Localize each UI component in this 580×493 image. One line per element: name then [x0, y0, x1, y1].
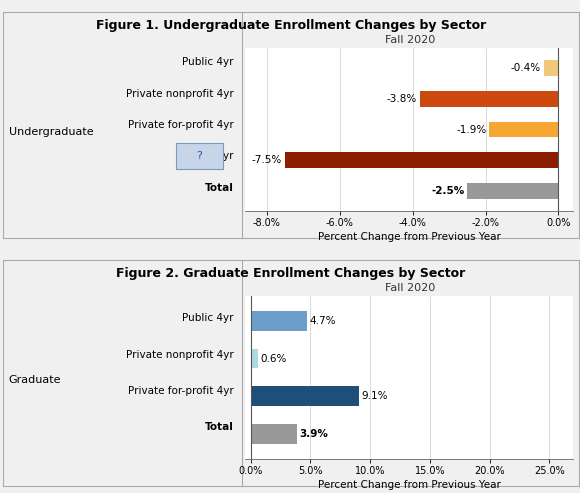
Text: Public 4yr: Public 4yr: [182, 314, 233, 323]
Text: Graduate: Graduate: [9, 375, 61, 385]
Text: Undergraduate: Undergraduate: [9, 127, 93, 137]
Text: Private for-profit 4yr: Private for-profit 4yr: [128, 120, 233, 130]
Text: Figure 2. Graduate Enrollment Changes by Sector: Figure 2. Graduate Enrollment Changes by…: [116, 267, 466, 280]
Text: Public 4yr: Public 4yr: [182, 57, 233, 68]
Text: Total: Total: [204, 423, 233, 432]
Text: Private nonprofit 4yr: Private nonprofit 4yr: [125, 89, 233, 99]
Text: Fall 2020: Fall 2020: [385, 35, 436, 45]
Text: Figure 1. Undergraduate Enrollment Changes by Sector: Figure 1. Undergraduate Enrollment Chang…: [96, 19, 486, 32]
Text: Private nonprofit 4yr: Private nonprofit 4yr: [125, 350, 233, 360]
Text: Private for-profit 4yr: Private for-profit 4yr: [128, 386, 233, 396]
Text: Public 2yr: Public 2yr: [182, 151, 233, 161]
Text: Total: Total: [204, 182, 233, 193]
Text: Fall 2020: Fall 2020: [385, 283, 436, 293]
